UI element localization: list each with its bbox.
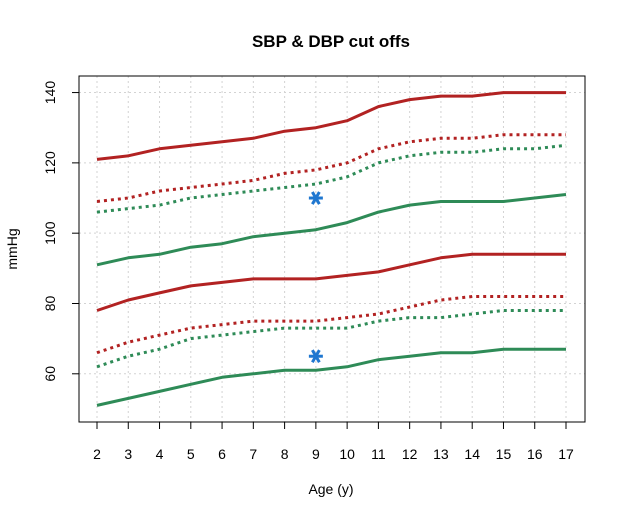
series-line-dbp-red-solid — [96, 252, 566, 312]
x-tick-label: 3 — [124, 446, 132, 462]
x-axis-label: Age (y) — [308, 481, 353, 497]
x-tick-label: 7 — [249, 446, 257, 462]
y-axis: 60 80 100 120 140 — [42, 81, 79, 382]
x-tick-label: 6 — [218, 446, 226, 462]
series-lines — [96, 91, 567, 407]
y-tick-label: 100 — [42, 221, 58, 245]
series-line-sbp-green-dotted — [96, 143, 567, 214]
x-tick-label: 2 — [93, 446, 101, 462]
y-tick-label: 80 — [42, 295, 58, 311]
x-tick-label: 4 — [156, 446, 164, 462]
x-tick-label: 13 — [433, 446, 449, 462]
series-line-dbp-green-solid — [96, 347, 566, 407]
y-tick-label: 60 — [42, 366, 58, 382]
marker-dbp-measurement — [308, 349, 323, 364]
x-tick-label: 12 — [402, 446, 418, 462]
y-tick-label: 120 — [42, 151, 58, 175]
series-line-dbp-red-dotted — [96, 295, 566, 355]
y-axis-label: mmHg — [4, 228, 20, 269]
plot-frame — [78, 75, 586, 423]
y-tick-label: 140 — [42, 81, 58, 105]
x-tick-label: 5 — [187, 446, 195, 462]
grid — [79, 76, 585, 422]
series-line-sbp-green-solid — [96, 193, 567, 267]
x-tick-label: 9 — [312, 446, 320, 462]
chart-title: SBP & DBP cut offs — [252, 32, 410, 51]
x-tick-label: 16 — [527, 446, 543, 462]
x-tick-label: 14 — [464, 446, 480, 462]
markers — [308, 191, 323, 364]
series-line-sbp-red-solid — [96, 91, 566, 161]
x-tick-label: 17 — [558, 446, 574, 462]
x-tick-label: 15 — [496, 446, 512, 462]
x-tick-label: 11 — [371, 446, 386, 462]
x-tick-label: 8 — [281, 446, 289, 462]
x-tick-label: 10 — [339, 446, 355, 462]
series-line-dbp-green-dotted — [96, 309, 566, 369]
x-axis: 2 3 4 5 6 7 8 9 10 11 12 13 14 15 16 17 — [93, 422, 574, 462]
series-line-sbp-red-dotted — [96, 133, 566, 203]
marker-sbp-measurement — [308, 191, 323, 205]
